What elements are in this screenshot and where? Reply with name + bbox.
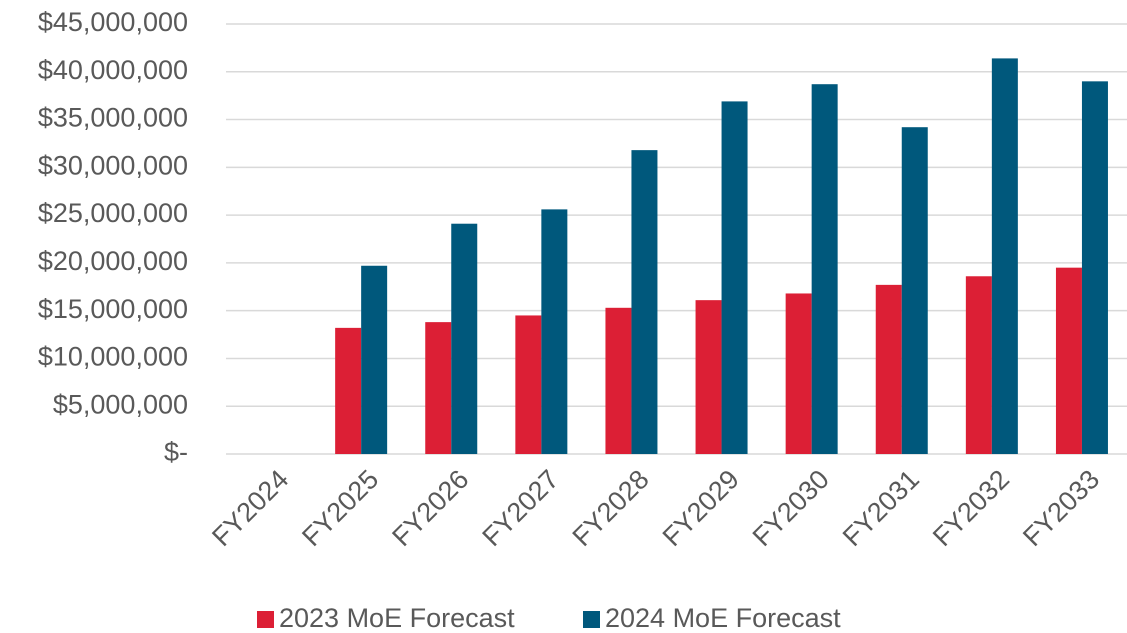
bar	[361, 265, 388, 454]
y-tick-label: $20,000,000	[38, 246, 188, 276]
bar	[1055, 267, 1082, 454]
y-tick-label: $15,000,000	[38, 294, 188, 324]
y-tick-label: $5,000,000	[53, 389, 188, 419]
bar	[811, 84, 838, 454]
x-tick-label: FY2025	[296, 464, 384, 552]
y-tick-label: $10,000,000	[38, 342, 188, 372]
bar	[451, 223, 478, 454]
y-tick-label: $-	[164, 437, 188, 467]
bar	[901, 127, 928, 454]
x-tick-label: FY2027	[477, 464, 565, 552]
legend-label: 2023 MoE Forecast	[279, 603, 515, 633]
bar	[515, 315, 542, 454]
x-tick-label: FY2029	[657, 464, 745, 552]
x-tick-label: FY2032	[927, 464, 1015, 552]
y-tick-label: $30,000,000	[38, 150, 188, 180]
y-tick-label: $25,000,000	[38, 198, 188, 228]
legend-swatch	[257, 611, 274, 628]
bar	[785, 293, 812, 454]
legend-label: 2024 MoE Forecast	[605, 603, 841, 633]
bar	[965, 276, 992, 454]
x-tick-label: FY2030	[747, 464, 835, 552]
legend-swatch	[583, 611, 600, 628]
bar	[1081, 81, 1108, 454]
x-tick-label: FY2033	[1017, 464, 1105, 552]
bar	[425, 322, 452, 454]
y-tick-label: $40,000,000	[38, 55, 188, 85]
bar	[631, 150, 658, 454]
bar	[335, 327, 362, 454]
x-tick-label: FY2026	[386, 464, 474, 552]
bar	[991, 58, 1018, 455]
x-tick-label: FY2031	[837, 464, 925, 552]
y-tick-label: $35,000,000	[38, 103, 188, 133]
bar	[695, 300, 722, 454]
x-tick-label: FY2024	[206, 464, 294, 552]
bar	[721, 101, 748, 455]
bar	[605, 307, 632, 454]
bar	[541, 209, 568, 454]
x-tick-label: FY2028	[567, 464, 655, 552]
bar	[875, 284, 902, 454]
y-tick-label: $45,000,000	[38, 7, 188, 37]
